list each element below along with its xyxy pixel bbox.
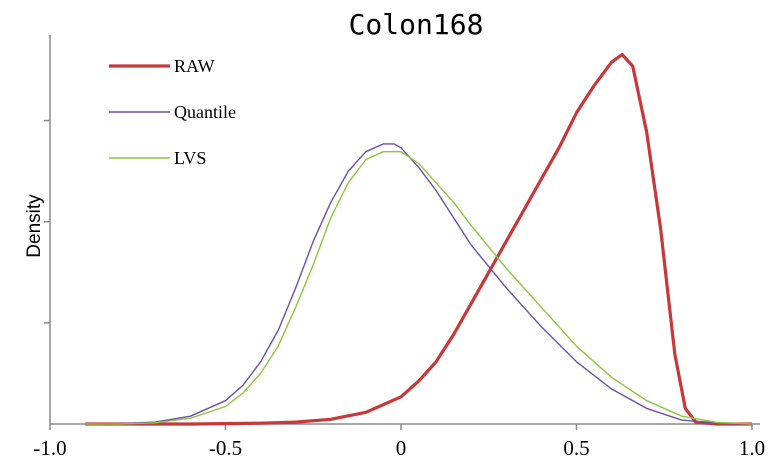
x-tick-label: 0.5 bbox=[563, 436, 589, 460]
x-tick-label: -0.5 bbox=[209, 436, 242, 460]
series-line-raw bbox=[85, 52, 752, 426]
series-layer bbox=[85, 52, 753, 426]
x-tick-label: -1.0 bbox=[33, 436, 66, 460]
legend: RAW Quantile LVS bbox=[109, 56, 236, 168]
y-axis-label: Density bbox=[24, 194, 45, 258]
legend-label-raw: RAW bbox=[174, 56, 215, 76]
x-tick-label: 0 bbox=[396, 436, 407, 460]
chart-title: Colon168 bbox=[349, 8, 484, 41]
series-line-lvs bbox=[85, 150, 753, 425]
legend-label-lvs: LVS bbox=[174, 148, 206, 168]
legend-label-quantile: Quantile bbox=[174, 102, 236, 122]
series-line-quantile bbox=[85, 143, 753, 425]
x-tick-label: 1.0 bbox=[739, 436, 765, 460]
